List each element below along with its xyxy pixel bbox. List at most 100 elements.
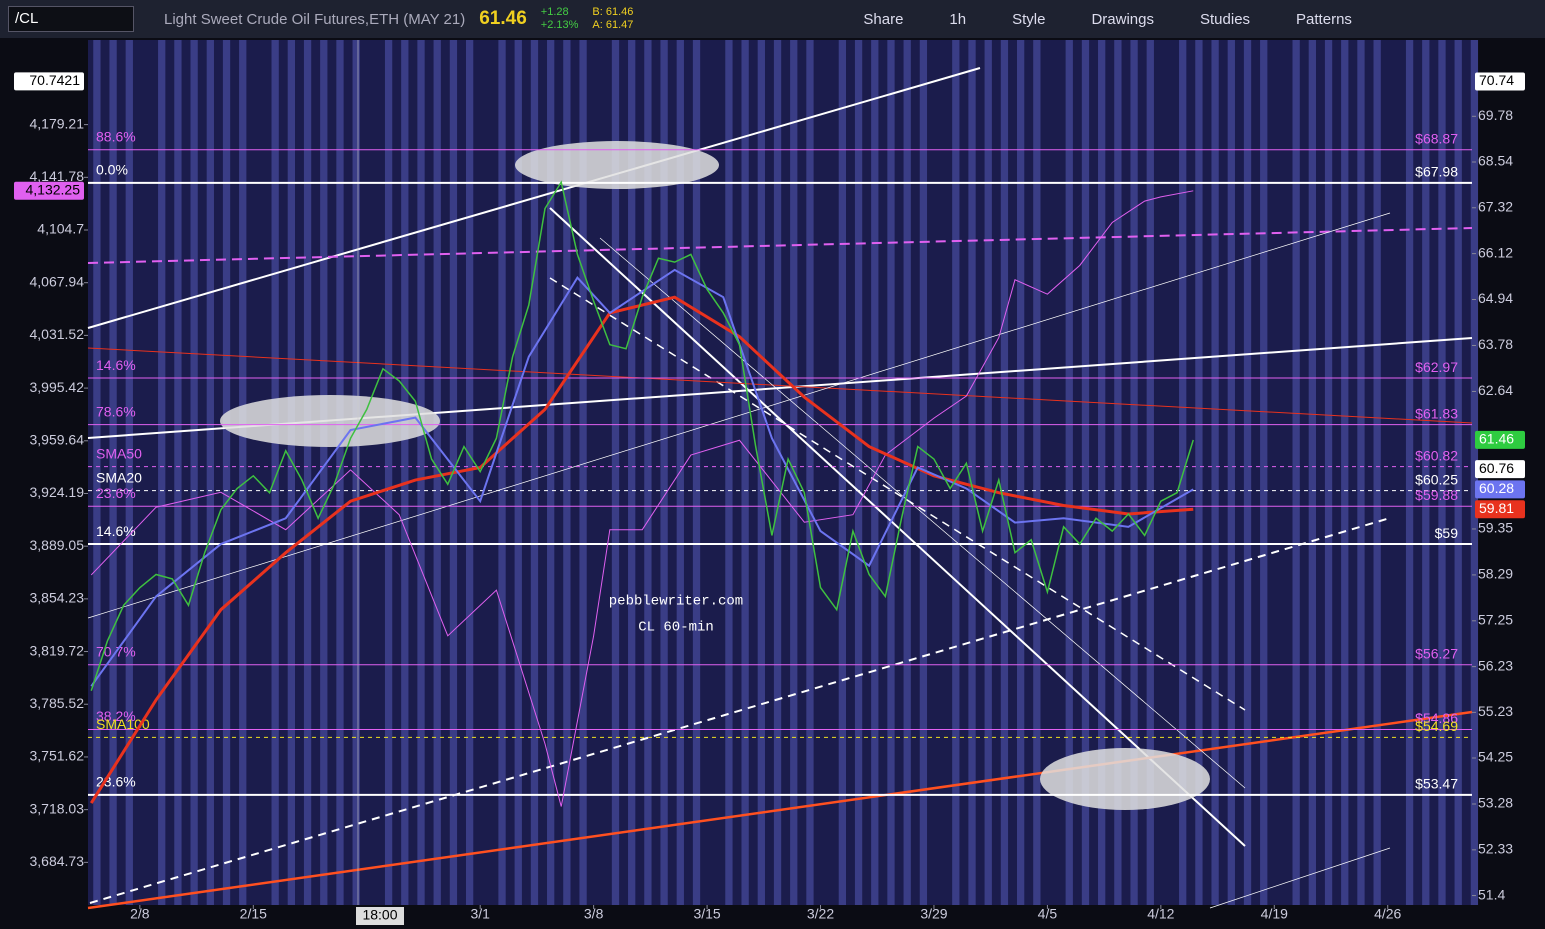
session-stripe [1000,40,1009,905]
y-tick-label: 51.4 [1478,886,1505,902]
trend-line [1209,847,1391,909]
trend-line [87,227,1473,264]
session-stripe [271,40,279,905]
session-stripe [725,40,733,905]
y2-tick-label: 3,995.42 [30,379,85,395]
level-price: $54.86 [1415,710,1458,726]
axis-marker-label: 4,132.25 [26,182,81,198]
y2-tick-label: 3,889.05 [30,537,85,553]
price-line [90,180,1194,691]
chart: $68.87 88.6% $67.98 0.0% $62.97 14.6% $61.83 78… [0,38,1545,929]
price-marker-label: 59.81 [1479,500,1514,516]
y-tick-label: 67.32 [1478,198,1513,214]
trend-line [599,237,1246,789]
session-stripe [1098,40,1106,905]
axis-marker [14,181,84,200]
toolbar-button[interactable]: Studies [1200,10,1251,28]
y2-tick-label: 4,179.21 [30,115,85,131]
toolbar-button[interactable]: Patterns [1296,10,1352,28]
toolbar-button[interactable]: 1h [949,10,967,28]
session-stripe [1422,40,1430,905]
level-tag: SMA50 [96,445,142,461]
session-stripe [628,40,636,905]
last-price: 61.46 [479,8,527,29]
toolbar-button[interactable]: Share [863,10,904,28]
session-stripe [222,40,231,905]
y-tick-label: 52.33 [1478,841,1513,857]
y-tick-label: 64.94 [1478,290,1513,306]
trend-line [87,347,1473,424]
level-price: $59.88 [1415,487,1458,503]
level-price: $61.83 [1415,405,1458,421]
session-stripe [1341,40,1349,905]
x-tick-label: 3/22 [807,906,834,922]
trend-line [87,212,1391,619]
y2-tick-label: 4,067.94 [30,273,85,289]
session-stripe [1438,40,1446,905]
session-stripe [903,40,911,905]
session-stripe [611,40,620,905]
session-stripe [174,40,182,905]
session-stripe [1470,40,1479,905]
session-stripe [1405,40,1414,905]
session-stripe [773,40,782,905]
level-tag: SMA20 [96,469,142,485]
bid-ask: B: 61.46 A: 61.47 [592,6,633,32]
toolbar-button[interactable]: Drawings [1091,10,1154,28]
y2-tick-label: 4,031.52 [30,326,85,342]
price-marker [1475,72,1525,91]
y2-tick-label: 4,104.7 [37,221,84,237]
session-stripe [1243,40,1252,905]
description: Light Sweet Crude Oil Futures,ETH (MAY 2… [164,10,466,28]
session-stripe [384,40,393,905]
y2-tick-label: 3,751.62 [30,748,85,764]
session-stripe [109,40,117,905]
session-stripe [401,40,409,905]
symbol-input[interactable]: /CL [8,6,134,32]
session-stripe [1260,40,1268,905]
session-stripe [1211,40,1219,905]
level-price: $60.82 [1415,447,1458,463]
level-tag: 23.6% [96,485,136,501]
trend-line [87,710,1473,910]
price-marker-label: 70.74 [1479,72,1514,88]
session-stripe [887,40,895,905]
session-stripe [514,40,522,905]
session-stripe [498,40,506,905]
session-stripe [1373,40,1381,905]
price-marker [1475,500,1525,519]
session-stripe [547,40,555,905]
price-marker [1475,480,1525,499]
y-tick-label: 56.23 [1478,657,1513,673]
level-tag: 14.6% [96,523,136,539]
level-price: $59 [1435,525,1459,541]
price-marker [1475,430,1525,449]
session-stripe [692,40,701,905]
x-tick-label: 3/8 [584,906,604,922]
x-tick-label: 3/1 [470,906,490,922]
x-tick-label: 3/15 [693,906,720,922]
toolbar-button[interactable]: Style [1012,10,1046,28]
level-price: $68.87 [1415,130,1458,146]
trend-line [549,207,1246,847]
session-stripe [1227,40,1235,905]
session-stripe [1357,40,1365,905]
axis-marker [14,72,84,91]
y2-tick-label: 3,785.52 [30,695,85,711]
session-stripe [757,40,765,905]
session-stripe [190,40,198,905]
level-tag: 78.6% [96,403,136,419]
level-tag: 14.6% [96,357,136,373]
y-tick-label: 54.25 [1478,749,1513,765]
price-marker-label: 60.28 [1479,480,1514,496]
session-stripe [1130,40,1138,905]
session-stripe [239,40,247,905]
price-line [90,268,1194,687]
axis-marker-label: 70.7421 [29,72,80,88]
y-tick-label: 58.29 [1478,566,1513,582]
session-stripe [433,40,441,905]
highlight-ellipse [515,141,719,189]
level-tag: SMA100 [96,716,150,732]
y-tick-label: 59.35 [1478,520,1513,536]
